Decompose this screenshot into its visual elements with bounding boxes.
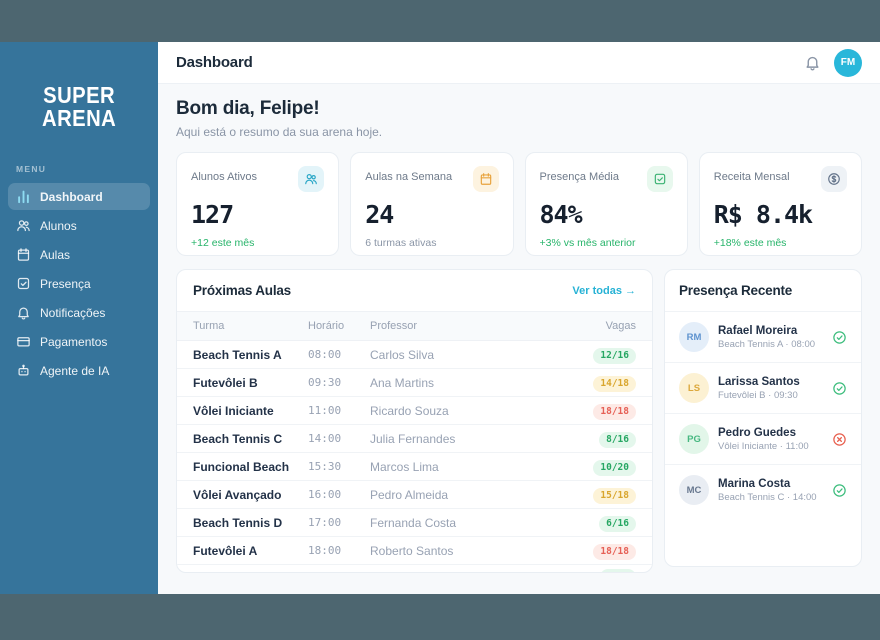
- attendance-item: PG Pedro Guedes Vôlei Iniciante · 11:00: [665, 413, 861, 464]
- stat-card: Aulas na Semana 24 6 turmas ativas: [350, 152, 514, 256]
- topbar: Dashboard FM: [158, 42, 880, 84]
- attendance-list: RM Rafael Moreira Beach Tennis A · 08:00: [665, 311, 861, 515]
- column-header-vagas: Vagas: [605, 320, 636, 332]
- notifications-bell-icon[interactable]: [804, 54, 821, 71]
- table-row: Futevôlei A 18:00 Roberto Santos 18/18: [177, 537, 652, 565]
- main-area: Dashboard FM Bom dia, Felipe! Aqui está …: [158, 42, 880, 594]
- app-window: SUPER ARENA MENU Dashboard Alunos: [0, 42, 880, 594]
- calendar-icon: [16, 247, 31, 262]
- recent-attendance-title: Presença Recente: [679, 283, 793, 298]
- avatar: PG: [679, 424, 709, 454]
- sidebar-item-notificacoes[interactable]: Notificações: [8, 299, 150, 326]
- stats-row: Alunos Ativos 127 +12 este mês Aulas na …: [176, 152, 862, 256]
- attendance-item: MC Marina Costa Beach Tennis C · 14:00: [665, 464, 861, 515]
- table-body: Beach Tennis A 08:00 Carlos Silva 12/16: [177, 341, 652, 565]
- bell-icon: [16, 305, 31, 320]
- users-icon: [16, 218, 31, 233]
- attendance-item: RM Rafael Moreira Beach Tennis A · 08:00: [665, 311, 861, 362]
- stat-subtitle: +18% este mês: [713, 237, 787, 249]
- vagas-badge: 15/18: [593, 487, 636, 505]
- bottom-row: Próximas Aulas Ver todas → Turma Horário…: [176, 269, 862, 573]
- table-row: Beach Tennis A 08:00 Carlos Silva 12/16: [177, 341, 652, 369]
- topbar-actions: FM: [804, 48, 862, 77]
- check-square-icon: [646, 166, 673, 192]
- vagas-badge: 12/16: [593, 347, 636, 365]
- sidebar: SUPER ARENA MENU Dashboard Alunos: [0, 42, 158, 594]
- see-all-link[interactable]: Ver todas →: [572, 284, 636, 297]
- sidebar-item-dashboard[interactable]: Dashboard: [8, 183, 150, 210]
- stat-card: Alunos Ativos 127 +12 este mês: [176, 152, 340, 256]
- user-avatar[interactable]: FM: [834, 48, 862, 77]
- brand-logo-line1: SUPER: [43, 82, 115, 108]
- avatar: LS: [679, 373, 709, 403]
- sidebar-item-presenca[interactable]: Presença: [8, 270, 150, 297]
- table-row: Futevôlei B 09:30 Ana Martins 14/18: [177, 369, 652, 397]
- stat-value: 127: [191, 200, 234, 229]
- vagas-badge: 10/20: [593, 459, 636, 477]
- stat-subtitle: 6 turmas ativas: [365, 237, 437, 249]
- bot-icon: [16, 363, 31, 378]
- credit-card-icon: [16, 334, 31, 349]
- table-row: Vôlei Avançado 16:00 Pedro Almeida 15/18: [177, 481, 652, 509]
- column-header-professor: Professor: [370, 320, 418, 332]
- vagas-badge: 14/18: [593, 375, 636, 393]
- dashboard-content: Bom dia, Felipe! Aqui está o resumo da s…: [158, 84, 880, 573]
- table-row: Vôlei Iniciante 11:00 Ricardo Souza 18/1…: [177, 397, 652, 425]
- sidebar-item-pagamentos[interactable]: Pagamentos: [8, 328, 150, 355]
- column-header-turma: Turma: [193, 320, 225, 332]
- vagas-badge: [600, 568, 636, 572]
- stat-value: 24: [365, 200, 394, 229]
- x-circle-icon: [832, 432, 847, 447]
- sidebar-item-alunos[interactable]: Alunos: [8, 212, 150, 239]
- menu-section-label: MENU: [16, 164, 47, 174]
- stat-subtitle: +12 este mês: [191, 237, 255, 249]
- avatar: RM: [679, 322, 709, 352]
- sidebar-item-aulas[interactable]: Aulas: [8, 241, 150, 268]
- page-title: Dashboard: [176, 54, 253, 71]
- column-header-horario: Horário: [308, 320, 345, 332]
- bar-chart-icon: [16, 189, 31, 204]
- sidebar-nav: Dashboard Alunos Aulas Presença: [0, 181, 158, 386]
- upcoming-classes-title: Próximas Aulas: [193, 283, 291, 298]
- attendance-item: LS Larissa Santos Futevôlei B · 09:30: [665, 362, 861, 413]
- vagas-badge: 18/18: [593, 543, 636, 561]
- greeting-subtitle: Aqui está o resumo da sua arena hoje.: [176, 125, 383, 139]
- recent-attendance-card: Presença Recente RM Rafael Moreira Beach…: [664, 269, 862, 567]
- stat-card: Receita Mensal R$ 8.4k +18% este mês: [698, 152, 862, 256]
- users-icon: [298, 166, 325, 192]
- vagas-badge: 18/18: [593, 403, 636, 421]
- calendar-icon: [472, 166, 499, 192]
- dollar-circle-icon: [821, 166, 847, 192]
- vagas-badge: 8/16: [599, 431, 636, 449]
- table-row: Funcional Beach 15:30 Marcos Lima 10/20: [177, 453, 652, 481]
- avatar: MC: [679, 475, 709, 505]
- stat-value: 84%: [539, 200, 583, 229]
- stat-card: Presença Média 84% +3% vs mês anterior: [524, 152, 688, 256]
- check-square-icon: [16, 276, 31, 291]
- table-header: Turma Horário Professor Vagas: [177, 311, 652, 341]
- table-row: Beach Tennis D 17:00 Fernanda Costa 6/16: [177, 509, 652, 537]
- brand-logo-line2: ARENA: [41, 105, 117, 131]
- stat-value: R$ 8.4k: [713, 200, 813, 229]
- upcoming-classes-card: Próximas Aulas Ver todas → Turma Horário…: [176, 269, 653, 573]
- table-row: Beach Tennis C 14:00 Julia Fernandes 8/1…: [177, 425, 652, 453]
- check-circle-icon: [832, 381, 847, 396]
- vagas-badge: 6/16: [599, 515, 636, 533]
- table-row-partial: [177, 565, 652, 572]
- stat-subtitle: +3% vs mês anterior: [539, 237, 636, 249]
- greeting-title: Bom dia, Felipe!: [176, 98, 320, 119]
- check-circle-icon: [832, 330, 847, 345]
- brand-logo: SUPER ARENA: [42, 84, 116, 130]
- sidebar-item-agente-de-ia[interactable]: Agente de IA: [8, 357, 150, 384]
- check-circle-icon: [832, 483, 847, 498]
